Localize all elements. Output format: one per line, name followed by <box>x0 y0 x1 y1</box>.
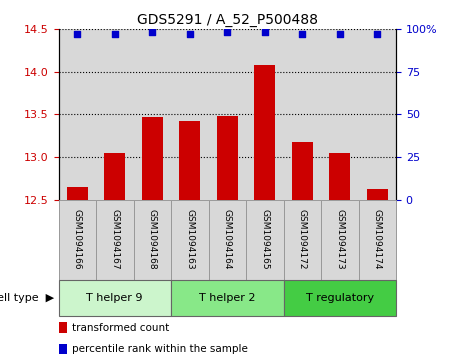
Bar <box>284 200 321 280</box>
Text: GSM1094165: GSM1094165 <box>260 209 269 270</box>
Bar <box>171 200 208 280</box>
Point <box>261 29 268 35</box>
Text: GSM1094172: GSM1094172 <box>298 209 307 270</box>
Bar <box>67 187 88 200</box>
Text: GSM1094166: GSM1094166 <box>73 209 82 270</box>
Bar <box>134 200 171 280</box>
Bar <box>359 29 396 200</box>
Bar <box>321 200 359 280</box>
Bar <box>96 29 134 200</box>
Bar <box>321 29 359 200</box>
Point <box>224 29 231 35</box>
Text: GSM1094163: GSM1094163 <box>185 209 194 270</box>
Text: GSM1094173: GSM1094173 <box>335 209 344 270</box>
Bar <box>292 142 313 200</box>
Bar <box>58 200 96 280</box>
Bar <box>246 200 284 280</box>
Point <box>148 29 156 35</box>
Bar <box>367 189 387 200</box>
Bar <box>180 121 200 200</box>
Point <box>186 31 194 37</box>
Bar <box>329 153 350 200</box>
Text: percentile rank within the sample: percentile rank within the sample <box>72 344 248 354</box>
Text: T regulatory: T regulatory <box>306 293 374 303</box>
Title: GDS5291 / A_52_P500488: GDS5291 / A_52_P500488 <box>137 13 318 26</box>
Text: GSM1094164: GSM1094164 <box>223 209 232 270</box>
Point <box>374 31 381 37</box>
Bar <box>142 117 162 200</box>
Bar <box>171 280 284 316</box>
Text: transformed count: transformed count <box>72 323 169 333</box>
Bar <box>58 344 67 354</box>
Text: GSM1094174: GSM1094174 <box>373 209 382 270</box>
Bar <box>208 200 246 280</box>
Bar <box>217 116 238 200</box>
Bar <box>58 322 67 333</box>
Text: GSM1094168: GSM1094168 <box>148 209 157 270</box>
Text: T helper 2: T helper 2 <box>199 293 256 303</box>
Text: cell type  ▶: cell type ▶ <box>0 293 54 303</box>
Point <box>299 31 306 37</box>
Text: T helper 9: T helper 9 <box>86 293 143 303</box>
Point <box>111 31 118 37</box>
Point <box>336 31 343 37</box>
Bar <box>96 200 134 280</box>
Bar <box>58 29 96 200</box>
Bar <box>58 280 171 316</box>
Bar <box>134 29 171 200</box>
Bar <box>246 29 284 200</box>
Text: GSM1094167: GSM1094167 <box>110 209 119 270</box>
Bar <box>171 29 208 200</box>
Bar <box>284 280 396 316</box>
Bar <box>254 65 275 200</box>
Bar <box>104 153 125 200</box>
Bar <box>359 200 396 280</box>
Point <box>74 31 81 37</box>
Bar <box>208 29 246 200</box>
Bar <box>284 29 321 200</box>
